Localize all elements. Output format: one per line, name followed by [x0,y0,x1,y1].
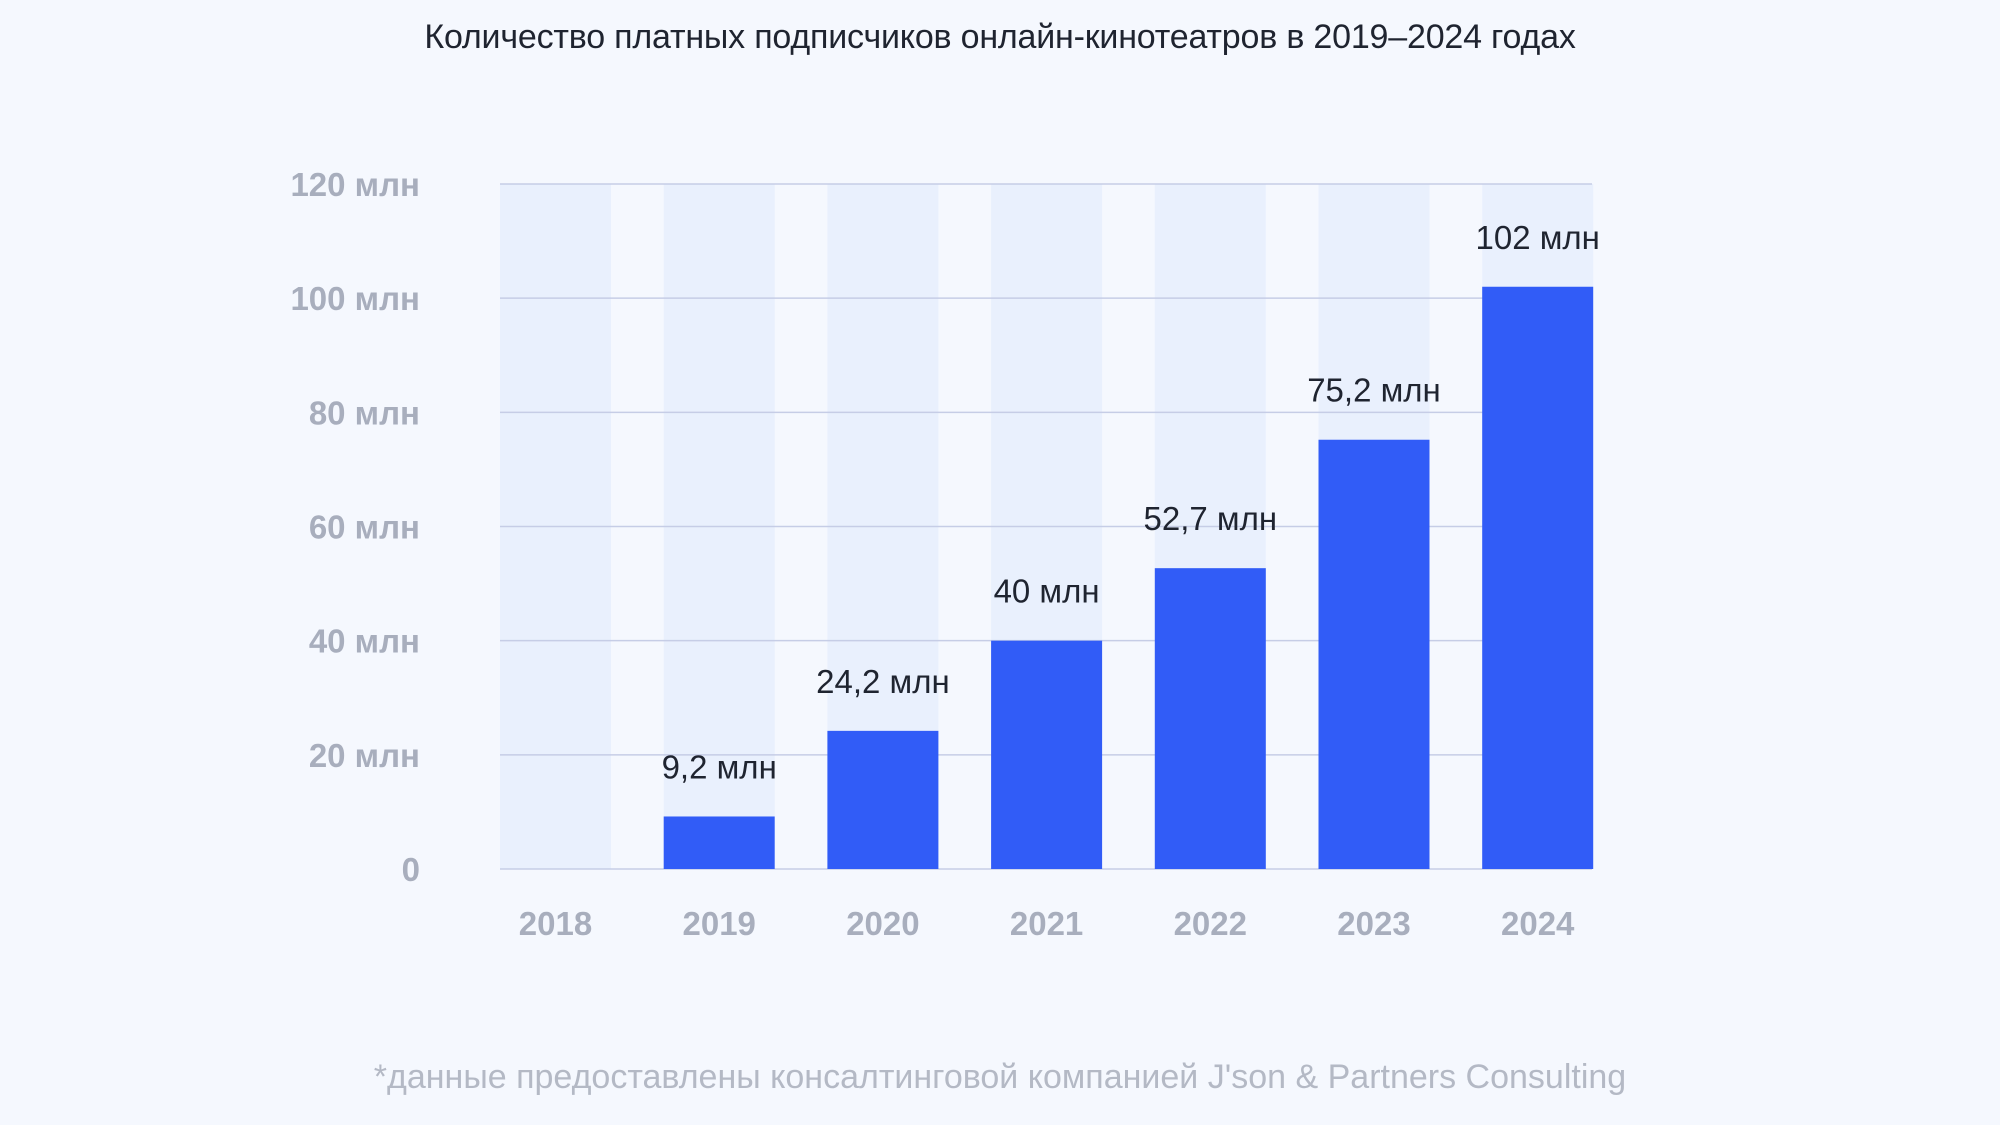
y-tick-label: 120 млн [290,166,420,203]
y-tick-label: 20 млн [309,737,420,774]
data-label-2022: 52,7 млн [1144,500,1278,537]
bar-2023 [1318,439,1430,869]
x-tick-label: 2018 [519,905,592,942]
x-tick-label: 2023 [1337,905,1410,942]
bar-2019 [663,816,775,869]
x-tick-label: 2020 [846,905,919,942]
bar-2024 [1482,286,1594,869]
data-label-2020: 24,2 млн [816,663,950,700]
x-tick-label: 2022 [1174,905,1247,942]
y-tick-label: 40 млн [309,623,420,660]
bar-2022 [1154,568,1266,869]
y-axis-labels: 0 20 млн 40 млн 60 млн 80 млн 100 млн 120 млн [290,166,420,888]
x-tick-label: 2021 [1010,905,1083,942]
x-axis-labels: 2018 2019 2020 2021 2022 2023 2024 [519,905,1575,942]
data-label-2023: 75,2 млн [1307,372,1441,409]
x-tick-label: 2024 [1501,905,1575,942]
data-label-2019: 9,2 млн [662,748,777,785]
chart-title: Количество платных подписчиков онлайн-ки… [424,18,1576,56]
source-footnote: *данные предоставлены консалтинговой ком… [373,1058,1627,1096]
x-tick-label: 2019 [682,905,755,942]
bar-2020 [827,730,939,869]
bar-2021 [991,640,1103,869]
data-label-2024: 102 млн [1475,219,1599,256]
y-tick-label: 0 [402,851,420,888]
bars [663,286,1594,869]
y-tick-label: 60 млн [309,509,420,546]
y-tick-label: 80 млн [309,394,420,431]
data-labels: 9,2 млн 24,2 млн 40 млн 52,7 млн 75,2 млн 102… [662,219,1600,786]
data-label-2021: 40 млн [994,573,1100,610]
y-tick-label: 100 млн [290,280,420,317]
